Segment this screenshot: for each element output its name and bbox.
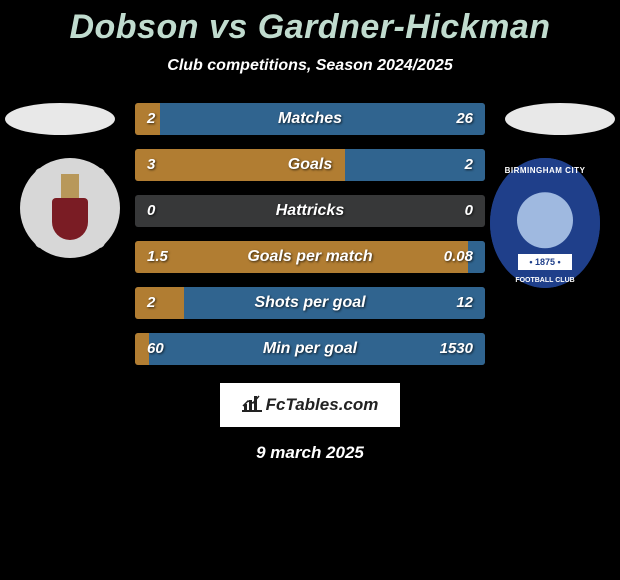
- stat-label: Goals: [135, 149, 485, 181]
- badge-right-top-text: BIRMINGHAM CITY: [490, 166, 600, 175]
- badge-right-inner: BIRMINGHAM CITY • 1875 • FOOTBALL CLUB: [490, 158, 600, 288]
- stat-value-right: 0: [465, 195, 473, 227]
- club-badge-left: [20, 158, 120, 258]
- stat-label: Min per goal: [135, 333, 485, 365]
- club-badge-right: BIRMINGHAM CITY • 1875 • FOOTBALL CLUB: [490, 158, 600, 288]
- stat-value-right: 1530: [440, 333, 473, 365]
- stat-value-right: 26: [456, 103, 473, 135]
- stat-value-right: 0.08: [444, 241, 473, 273]
- stat-row: 3Goals2: [135, 149, 485, 181]
- player-photo-left: [5, 103, 115, 135]
- source-logo: FcTables.com: [220, 383, 400, 427]
- page-title: Dobson vs Gardner-Hickman: [0, 0, 620, 47]
- stat-label: Matches: [135, 103, 485, 135]
- player-photo-right: [505, 103, 615, 135]
- stat-row: 2Shots per goal12: [135, 287, 485, 319]
- subtitle: Club competitions, Season 2024/2025: [0, 57, 620, 75]
- stat-value-right: 2: [465, 149, 473, 181]
- stat-row: 0Hattricks0: [135, 195, 485, 227]
- badge-left-shield-icon: [52, 198, 88, 240]
- stat-row: 1.5Goals per match0.08: [135, 241, 485, 273]
- source-logo-text: FcTables.com: [266, 395, 379, 415]
- stat-row: 60Min per goal1530: [135, 333, 485, 365]
- stat-label: Goals per match: [135, 241, 485, 273]
- badge-right-year: • 1875 •: [518, 254, 572, 270]
- stat-bars: 2Matches263Goals20Hattricks01.5Goals per…: [135, 103, 485, 379]
- footer-date: 9 march 2025: [0, 443, 620, 463]
- comparison-infographic: Dobson vs Gardner-Hickman Club competiti…: [0, 0, 620, 580]
- badge-right-bottom-text: FOOTBALL CLUB: [490, 277, 600, 284]
- stat-label: Shots per goal: [135, 287, 485, 319]
- globe-icon: [517, 192, 573, 248]
- badge-left-tower-icon: [61, 174, 79, 200]
- badge-left-inner: [35, 168, 105, 248]
- chart-icon: [242, 394, 262, 417]
- stat-row: 2Matches26: [135, 103, 485, 135]
- stat-value-right: 12: [456, 287, 473, 319]
- stat-label: Hattricks: [135, 195, 485, 227]
